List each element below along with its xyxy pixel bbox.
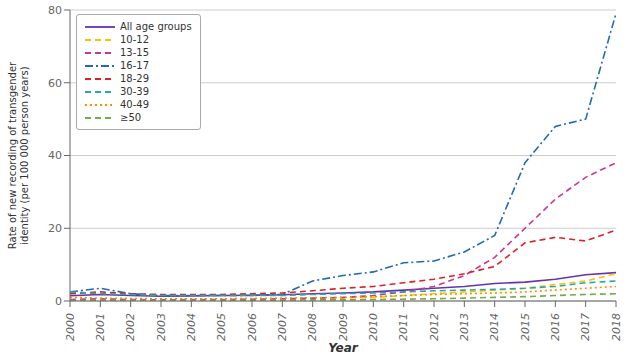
svg-text:2010: 2010 [367,313,380,341]
svg-text:2012: 2012 [428,313,441,341]
svg-text:2005: 2005 [215,313,228,341]
svg-text:60: 60 [48,77,62,90]
html-text:18-29: 18-29 [120,73,150,84]
svg-text:2006: 2006 [246,313,259,341]
html-text:40-49: 40-49 [120,99,150,110]
svg-text:2008: 2008 [306,313,319,341]
svg-text:2000: 2000 [64,313,77,341]
svg-text:2007: 2007 [276,313,289,341]
html-text:≥50: ≥50 [120,112,142,123]
html-text:All age groups: All age groups [120,21,192,32]
svg-text:2016: 2016 [549,313,562,341]
svg-text:2013: 2013 [458,313,471,341]
svg-text:2001: 2001 [94,313,107,341]
html-text:13-15: 13-15 [120,47,150,58]
svg-text:2004: 2004 [185,313,198,341]
svg-text:80: 80 [48,4,62,17]
svg-text:2011: 2011 [397,313,410,341]
svg-text:2015: 2015 [519,313,532,341]
svg-text:20: 20 [48,222,62,235]
svg-text:2018: 2018 [610,313,623,341]
svg-text:2002: 2002 [124,313,137,341]
html-text:16-17: 16-17 [120,60,150,71]
svg-text:2014: 2014 [488,313,501,341]
svg-text:0: 0 [55,295,62,308]
html-text:10-12: 10-12 [120,34,150,45]
svg-text:2003: 2003 [155,313,168,341]
svg-text:40: 40 [48,149,62,162]
svg-text:2009: 2009 [337,313,350,341]
svg-text:2017: 2017 [579,313,592,341]
html-text:30-39: 30-39 [120,86,150,97]
svg-text:Rate of new recording of trans: Rate of new recording of transgenderiden… [8,61,30,249]
svg-text:Year: Year [328,341,358,355]
